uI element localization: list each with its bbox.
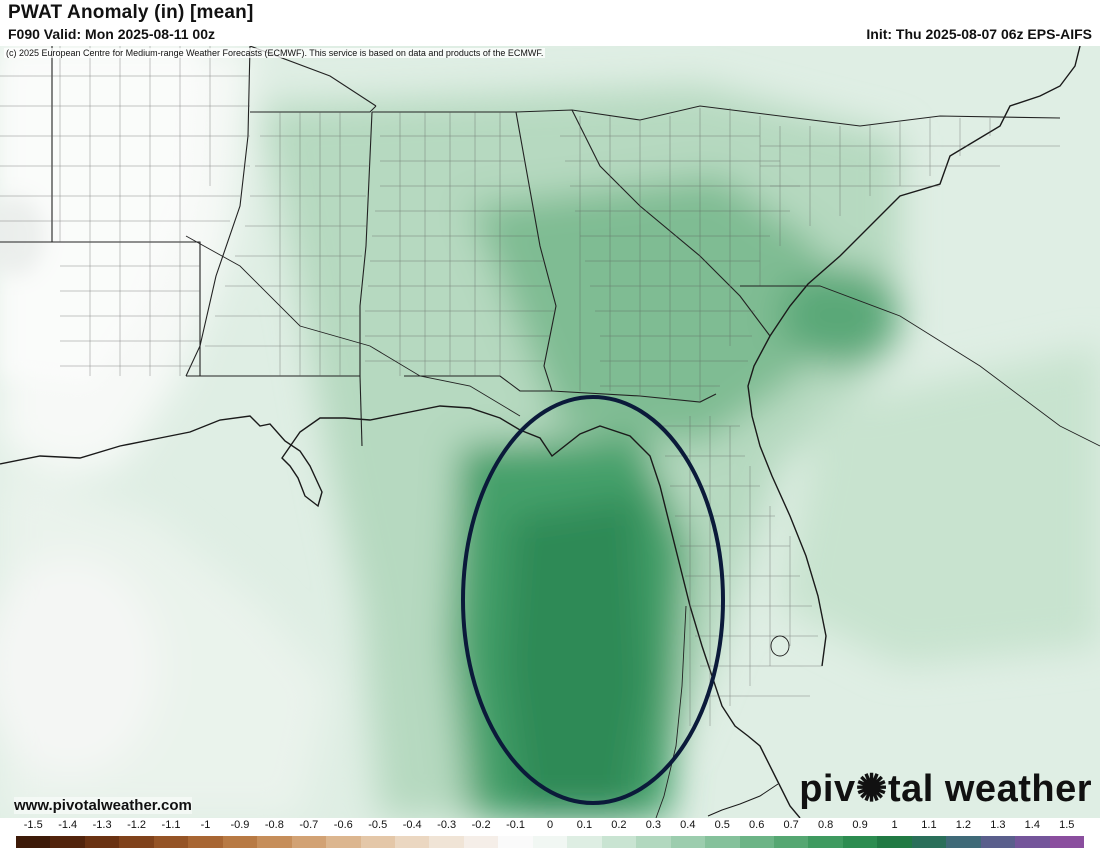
colorbar-tick-label: 0.3 — [645, 819, 661, 831]
colorbar-tick-label: 0.8 — [817, 819, 834, 831]
colorbar-swatch — [1049, 836, 1085, 848]
colorbar-swatch — [291, 836, 327, 848]
map-title: PWAT Anomaly (in) [mean] — [8, 2, 254, 23]
colorbar-tick-label: 0.1 — [576, 819, 593, 831]
colorbar-tick-label: 0.5 — [714, 819, 730, 831]
website-url[interactable]: www.pivotalweather.com — [14, 797, 192, 814]
county-lines — [0, 46, 1060, 726]
colorbar-swatch — [463, 836, 499, 848]
logo-text-end: tal weather — [887, 768, 1092, 810]
colorbar-tick-label: 0.6 — [749, 819, 765, 831]
colorbar-swatch — [567, 836, 602, 848]
colorbar-tick-label: 0 — [546, 819, 554, 831]
colorbar-swatch — [84, 836, 120, 848]
colorbar-swatch — [429, 836, 464, 848]
colorbar-tick-label: -0.1 — [506, 819, 526, 831]
moderate-anomaly-atlantic — [780, 346, 1100, 666]
colorbar-tick-label: 0.9 — [852, 819, 868, 831]
colorbar-tick-label: 1 — [891, 819, 898, 831]
peak-anomaly-core — [500, 496, 650, 818]
pivotal-weather-logo: piv✺tal weather — [799, 766, 1092, 811]
colorbar-tick-label: -1.2 — [127, 819, 147, 831]
anomaly-map — [0, 46, 1100, 818]
colorbar-swatch — [773, 836, 809, 848]
colorbar-swatch — [636, 836, 671, 848]
colorbar-tick-label: -0.4 — [402, 819, 422, 831]
atlantic-coastline — [747, 46, 1081, 667]
init-time: Init: Thu 2025-08-07 06z EPS-AIFS — [866, 26, 1092, 42]
colorbar-swatch — [50, 836, 85, 848]
colorbar-swatch — [1015, 836, 1050, 848]
florida-keys — [707, 783, 779, 817]
colorbar: -1.5 -1.4 -1.3 -1.2 -1.1 -1 -0.9 -0.8 -0.7 -0.6 -0… — [0, 818, 1100, 850]
colorbar-swatch — [946, 836, 981, 848]
highlight-ellipse — [461, 395, 725, 805]
colorbar-tick-label: -0.9 — [230, 819, 250, 831]
colorbar-swatch — [670, 836, 706, 848]
logo-text-start: piv — [799, 768, 856, 810]
colorbar-swatch — [601, 836, 637, 848]
state-borders — [0, 46, 1061, 447]
atlantic-anomaly-core — [780, 266, 900, 366]
colorbar-tick-label: 1.3 — [990, 819, 1006, 831]
colorbar-tick-label: -0.7 — [299, 819, 319, 831]
anomaly-shading — [0, 46, 1100, 818]
colorbar-swatch — [842, 836, 878, 848]
colorbar-tick-label: 1.5 — [1059, 819, 1075, 831]
colorbar-tick-label: -1.1 — [161, 819, 181, 831]
colorbar-swatch — [980, 836, 1016, 848]
colorbar-tick-label: -0.3 — [437, 819, 457, 831]
colorbar-swatch — [188, 836, 223, 848]
colorbar-tick-label: -0.5 — [368, 819, 388, 831]
colorbar-swatches — [16, 836, 1085, 848]
dry-gulf-patch — [0, 556, 160, 776]
colorbar-tick-label: -0.2 — [471, 819, 491, 831]
colorbar-tick-label: -1.3 — [92, 819, 112, 831]
maritime-boundary-atlantic — [740, 285, 1100, 447]
colorbar-swatch — [119, 836, 154, 848]
colorbar-tick-label: 0.7 — [783, 819, 799, 831]
colorbar-tick-label: 0.4 — [680, 819, 696, 831]
colorbar-tick-label: -1.5 — [23, 819, 43, 831]
colorbar-swatch — [877, 836, 912, 848]
header: PWAT Anomaly (in) [mean] F090 Valid: Mon… — [0, 0, 1100, 46]
colorbar-swatch — [911, 836, 947, 848]
colorbar-swatch — [16, 836, 51, 848]
gulf-boundary-line — [185, 235, 521, 417]
colorbar-swatch — [498, 836, 533, 848]
colorbar-tick-label: 1.4 — [1024, 819, 1040, 831]
colorbar-tick-label: -1.4 — [58, 819, 78, 831]
colorbar-tick-label: 1.1 — [921, 819, 937, 831]
gulf-coastline — [0, 405, 801, 818]
colorbar-swatch — [360, 836, 395, 848]
gear-icon: ✺ — [855, 768, 888, 810]
colorbar-swatch — [153, 836, 189, 848]
colorbar-swatch — [532, 836, 568, 848]
colorbar-tick-label: -0.8 — [264, 819, 284, 831]
colorbar-swatch — [705, 836, 740, 848]
colorbar-tick-label: -0.6 — [333, 819, 353, 831]
colorbar-tick-label: 1.2 — [955, 819, 972, 831]
colorbar-swatch — [257, 836, 292, 848]
valid-time: F090 Valid: Mon 2025-08-11 00z — [8, 26, 215, 42]
maritime-boundary-gulf — [655, 605, 687, 818]
lake-okeechobee — [770, 635, 790, 657]
colorbar-tick-label: 0.2 — [611, 819, 627, 831]
colorbar-tick-label: -1 — [200, 819, 211, 831]
colorbar-swatch — [326, 836, 361, 848]
colorbar-swatch — [222, 836, 258, 848]
copyright-notice: (c) 2025 European Centre for Medium-rang… — [4, 48, 546, 58]
colorbar-swatch — [739, 836, 774, 848]
colorbar-swatch — [394, 836, 430, 848]
colorbar-ticks: -1.5 -1.4 -1.3 -1.2 -1.1 -1 -0.9 -0.8 -0.7 -0.6 -0… — [16, 819, 1084, 835]
colorbar-swatch — [808, 836, 843, 848]
